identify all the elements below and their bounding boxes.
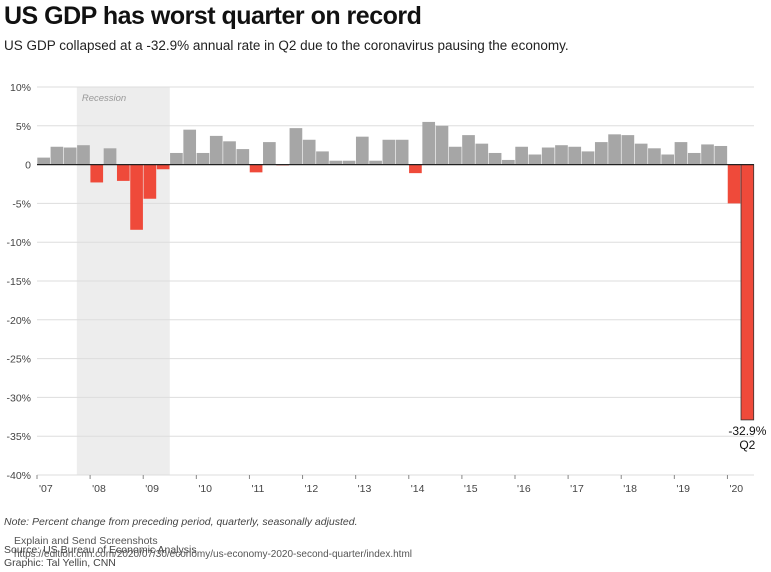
bar-2015-q4 — [502, 159, 515, 165]
bar-2009-q2 — [156, 164, 170, 170]
bar-2007-q3 — [63, 147, 77, 165]
overlay-url: https://edition.cnn.com/2020/07/30/econo… — [14, 549, 413, 560]
bar-2013-q2 — [369, 160, 382, 165]
bar-2010-q4 — [236, 149, 250, 165]
bar-2013-q4 — [395, 139, 409, 165]
x-tick-label: '09 — [145, 483, 159, 495]
bar-2010-q1 — [196, 152, 210, 165]
x-tick-label: '16 — [517, 483, 531, 495]
bar-2019-q3 — [701, 144, 714, 165]
recession-label: Recession — [82, 93, 126, 104]
y-tick-label: -20% — [6, 315, 31, 327]
bar-2013-q1 — [355, 136, 369, 165]
bar-2016-q3 — [541, 147, 555, 165]
x-tick-label: '08 — [92, 483, 106, 495]
bar-2014-q1 — [409, 164, 422, 174]
y-tick-label: -5% — [12, 198, 31, 210]
bar-2012-q1 — [302, 139, 316, 165]
gdp-bar-chart: Recession 10% 5% 0 -5% -10% -15% -20% -25% -30% -3… — [6, 82, 766, 495]
bar-2020-q2 — [740, 164, 755, 421]
bar-2017-q3 — [594, 142, 608, 165]
x-tick-label: '14 — [411, 483, 425, 495]
y-tick-label: -25% — [6, 354, 31, 366]
bar-2018-q3 — [648, 148, 661, 165]
bar-2008-q2 — [103, 148, 117, 165]
chart-subtitle: US GDP collapsed at a -32.9% annual rate… — [4, 38, 569, 53]
bar-2012-q3 — [329, 160, 343, 165]
bar-2010-q2 — [209, 135, 223, 165]
bar-2011-q4 — [289, 128, 303, 165]
x-tick-label: '18 — [623, 483, 637, 495]
bar-2007-q1 — [37, 157, 50, 165]
x-tick-label: '19 — [676, 483, 690, 495]
y-tick-label: -10% — [6, 237, 31, 249]
bar-2015-q2 — [475, 143, 489, 165]
x-tick-label: '11 — [251, 483, 264, 495]
y-tick-label: -30% — [6, 392, 31, 404]
x-tick-label: '12 — [305, 483, 319, 495]
annotation-value: -32.9% — [728, 424, 766, 438]
bar-2019-q2 — [687, 152, 701, 165]
bar-2016-q2 — [528, 154, 542, 165]
bar-2018-q1 — [621, 135, 635, 165]
bar-2013-q3 — [382, 139, 396, 165]
bar-2018-q4 — [661, 154, 675, 165]
bar-2019-q1 — [674, 142, 688, 165]
chart-note: Note: Percent change from preceding peri… — [4, 516, 358, 528]
x-tick-label: '13 — [358, 483, 372, 495]
bar-2010-q3 — [223, 141, 236, 165]
bar-2008-q4 — [130, 164, 143, 230]
y-tick-label: 5% — [16, 121, 31, 133]
bar-2009-q4 — [183, 129, 197, 165]
bar-2009-q3 — [170, 152, 183, 165]
chart-credit: Graphic: Tal Yellin, CNN — [4, 557, 116, 569]
bar-2011-q2 — [263, 142, 276, 165]
bar-2015-q1 — [462, 135, 475, 165]
bar-2016-q1 — [515, 146, 528, 165]
bar-2018-q2 — [634, 143, 648, 165]
bar-2008-q1 — [90, 164, 104, 183]
x-tick-label: '20 — [729, 483, 743, 495]
bar-2017-q2 — [581, 151, 595, 165]
bar-2007-q2 — [50, 146, 64, 165]
bar-2015-q3 — [488, 152, 502, 165]
y-tick-label: -40% — [6, 470, 31, 482]
bar-2007-q4 — [77, 145, 90, 165]
bar-2014-q2 — [422, 121, 436, 165]
bar-2011-q1 — [249, 164, 263, 173]
chart-source: Source: US Bureau of Economic Analysis — [4, 544, 197, 556]
y-tick-label: -15% — [6, 276, 31, 288]
bar-2008-q3 — [116, 164, 130, 181]
y-tick-label: 0 — [25, 160, 31, 172]
bar-2012-q4 — [342, 160, 356, 165]
annotation-quarter: Q2 — [739, 438, 755, 452]
bar-2014-q4 — [448, 146, 462, 165]
bar-2012-q2 — [316, 151, 329, 165]
y-tick-label: 10% — [10, 82, 31, 94]
bar-2020-q1 — [727, 164, 741, 204]
bar-2017-q1 — [568, 146, 582, 165]
chart-title: US GDP has worst quarter on record — [4, 2, 422, 30]
bar-2014-q3 — [435, 125, 449, 165]
x-tick-label: '17 — [570, 483, 584, 495]
x-tick-label: '15 — [464, 483, 478, 495]
x-tick-label: '10 — [198, 483, 212, 495]
bar-2019-q4 — [714, 145, 728, 165]
y-tick-label: -35% — [6, 431, 31, 443]
x-tick-label: '07 — [39, 483, 53, 495]
bar-2009-q1 — [143, 164, 157, 199]
overlay-caption: Explain and Send Screenshots — [14, 535, 158, 547]
bar-2017-q4 — [608, 134, 621, 165]
bar-2016-q4 — [555, 145, 568, 165]
